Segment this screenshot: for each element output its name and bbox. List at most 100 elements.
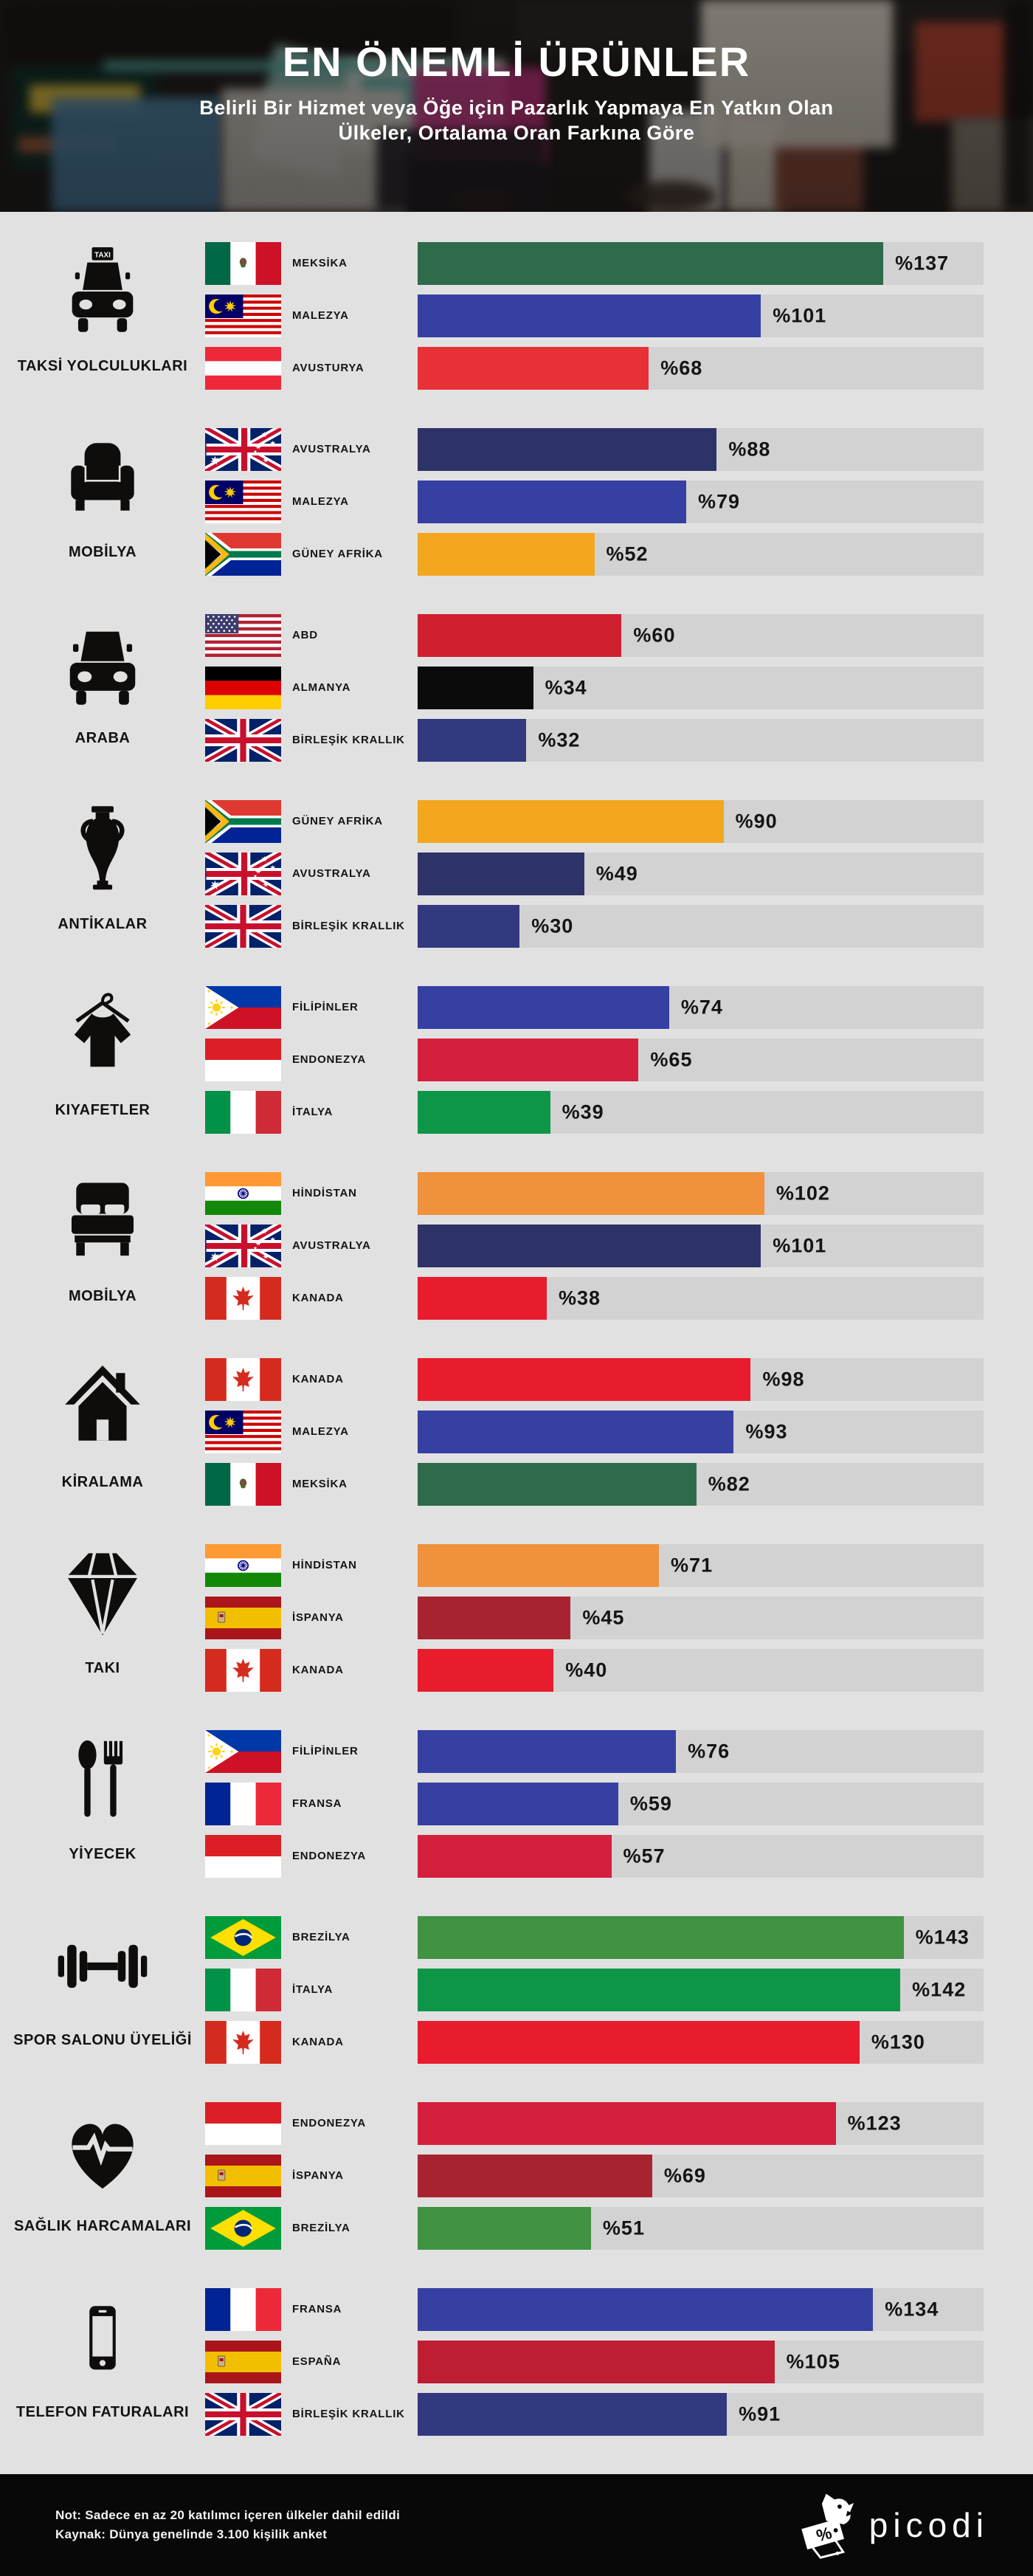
indonesia-flag-icon xyxy=(205,2102,281,2145)
bar-track: %57 xyxy=(418,1835,984,1878)
heart-pulse-icon xyxy=(0,2102,205,2203)
bar-value: %134 xyxy=(885,2298,939,2321)
country-label: AVUSTRALYA xyxy=(292,442,371,455)
category-label: SAĞLIK HARCAMALARI xyxy=(13,2217,192,2234)
category-rows: FİLİPİNLER %74 ENDONEZYA %65 İTALYA %39 xyxy=(205,986,984,1134)
country-label: FRANSA xyxy=(292,2302,342,2315)
country-label: MALEZYA xyxy=(292,495,349,508)
country-row: ALMANYA %34 xyxy=(205,667,984,709)
category-section: ANTİKALAR GÜNEY AFRİKA %90 AVUSTRALYA %49 BİR… xyxy=(0,800,1033,948)
country-row: İSPANYA %69 xyxy=(205,2155,984,2197)
country-row: BREZİLYA %51 xyxy=(205,2207,984,2250)
category-rows: GÜNEY AFRİKA %90 AVUSTRALYA %49 BİRLEŞİK KRA… xyxy=(205,800,984,948)
category-label: KİRALAMA xyxy=(61,1473,144,1490)
country-row: ENDONEZYA %65 xyxy=(205,1039,984,1081)
country-label: İTALYA xyxy=(292,1105,334,1118)
house-icon xyxy=(0,1358,205,1459)
bar-fill xyxy=(418,242,884,285)
country-label: MEKSİKA xyxy=(292,1477,348,1490)
category-rows: FİLİPİNLER %76 FRANSA %59 ENDONEZYA %57 xyxy=(205,1730,984,1878)
bar-value: %51 xyxy=(602,2217,645,2239)
category-block: ARABA xyxy=(0,614,205,762)
country-label: MALEZYA xyxy=(292,309,349,322)
bar-track: %60 xyxy=(418,614,984,657)
canada-flag-icon xyxy=(205,1358,281,1401)
bar-track: %49 xyxy=(418,853,984,895)
bar-fill xyxy=(418,1969,901,2011)
country-row: MALEZYA %93 xyxy=(205,1411,984,1453)
bar-track: %130 xyxy=(418,2021,984,2064)
category-rows: ABD %60 ALMANYA %34 BİRLEŞİK KRALLIK %32 xyxy=(205,614,984,762)
australia-flag-icon xyxy=(205,428,281,471)
category-section: ARABA ABD %60 ALMANYA %34 BİRLEŞİK KRALLIK %32 xyxy=(0,614,1033,762)
country-label: FİLİPİNLER xyxy=(292,1000,359,1013)
bar-fill xyxy=(418,1277,547,1320)
country-row: GÜNEY AFRİKA %90 xyxy=(205,800,984,843)
footer: Not: Sadece en az 20 katılımcı içeren ül… xyxy=(0,2474,1033,2576)
country-row: HİNDİSTAN %71 xyxy=(205,1544,984,1587)
category-label: ARABA xyxy=(75,729,131,746)
bar-track: %143 xyxy=(418,1916,984,1959)
mexico-flag-icon xyxy=(205,242,281,285)
bar-fill xyxy=(418,986,669,1029)
category-rows: KANADA %98 MALEZYA %93 MEKSİKA %82 xyxy=(205,1358,984,1506)
bar-track: %45 xyxy=(418,1597,984,1639)
car-icon xyxy=(0,614,205,714)
bar-fill xyxy=(418,2155,652,2197)
bar-value: %65 xyxy=(650,1048,693,1071)
country-row: FİLİPİNLER %76 xyxy=(205,1730,984,1773)
spain-flag-icon xyxy=(205,1597,281,1639)
category-block: KİRALAMA xyxy=(0,1358,205,1506)
bar-value: %90 xyxy=(735,810,778,833)
brazil-flag-icon xyxy=(205,1916,281,1959)
header-dark-overlay xyxy=(0,0,1033,212)
country-label: BİRLEŞİK KRALLIK xyxy=(292,919,405,932)
category-label: ANTİKALAR xyxy=(58,915,148,932)
bar-fill xyxy=(418,428,717,471)
bar-value: %32 xyxy=(538,729,581,751)
india-flag-icon xyxy=(205,1172,281,1215)
bar-value: %98 xyxy=(762,1368,805,1391)
uk-flag-icon xyxy=(205,2393,281,2436)
malaysia-flag-icon xyxy=(205,295,281,337)
country-label: HİNDİSTAN xyxy=(292,1558,357,1571)
bar-track: %69 xyxy=(418,2155,984,2197)
country-label: FRANSA xyxy=(292,1797,342,1810)
bar-fill xyxy=(418,1463,697,1506)
bar-track: %101 xyxy=(418,1225,984,1267)
bar-fill xyxy=(418,1358,751,1401)
indonesia-flag-icon xyxy=(205,1039,281,1081)
bar-track: %82 xyxy=(418,1463,984,1506)
country-label: ABD xyxy=(292,628,318,641)
bar-fill xyxy=(418,533,595,576)
category-block: MOBİLYA xyxy=(0,1172,205,1320)
bar-value: %45 xyxy=(582,1606,625,1629)
category-block: TAXI TAKSİ YOLCULUKLARI xyxy=(0,242,205,390)
bar-value: %102 xyxy=(775,1182,830,1205)
bar-value: %105 xyxy=(786,2350,840,2373)
category-section: MOBİLYA HİNDİSTAN %102 AVUSTRALYA %101 KANADA… xyxy=(0,1172,1033,1320)
category-label: MOBİLYA xyxy=(68,543,137,560)
canada-flag-icon xyxy=(205,1277,281,1320)
category-section: KIYAFETLER FİLİPİNLER %74 ENDONEZYA %65 İTALY… xyxy=(0,986,1033,1134)
bar-fill xyxy=(418,1091,550,1134)
bar-track: %101 xyxy=(418,295,984,337)
bar-value: %68 xyxy=(660,357,703,379)
picodi-fox-icon: % xyxy=(785,2488,856,2563)
bar-fill xyxy=(418,1225,761,1267)
category-label: TAKSİ YOLCULUKLARI xyxy=(17,357,188,374)
malaysia-flag-icon xyxy=(205,1411,281,1453)
page-subtitle: Belirli Bir Hizmet veya Öğe için Pazarlı… xyxy=(199,97,834,144)
brazil-flag-icon xyxy=(205,2207,281,2250)
bar-fill xyxy=(418,1544,660,1587)
footer-source: Kaynak: Dünya genelinde 3.100 kişilik an… xyxy=(55,2527,328,2541)
category-block: SAĞLIK HARCAMALARI xyxy=(0,2102,205,2250)
bar-value: %137 xyxy=(895,252,950,275)
category-block: SPOR SALONU ÜYELİĞİ xyxy=(0,1916,205,2064)
bar-fill xyxy=(418,295,761,337)
country-row: KANADA %40 xyxy=(205,1649,984,1692)
country-row: AVUSTRALYA %49 xyxy=(205,853,984,895)
category-label: MOBİLYA xyxy=(68,1287,137,1304)
bar-fill xyxy=(418,481,686,523)
country-row: BİRLEŞİK KRALLIK %30 xyxy=(205,905,984,948)
